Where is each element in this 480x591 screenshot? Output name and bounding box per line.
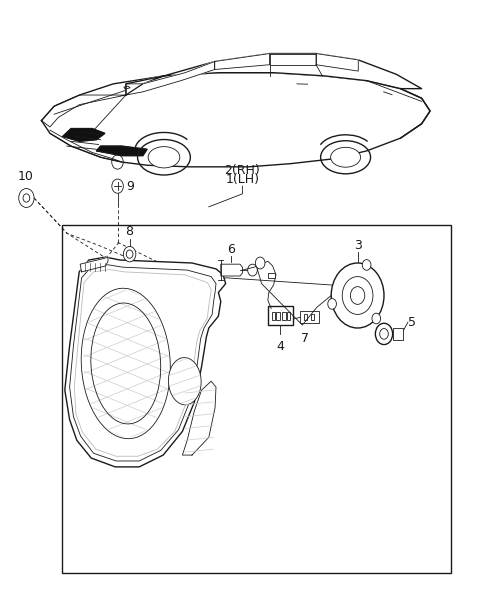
Bar <box>282 312 286 320</box>
Polygon shape <box>268 273 275 278</box>
Text: 2(RH): 2(RH) <box>225 164 260 177</box>
Bar <box>287 312 290 320</box>
Polygon shape <box>96 146 147 155</box>
Text: 5: 5 <box>408 316 416 329</box>
Circle shape <box>362 259 371 270</box>
Bar <box>272 312 275 320</box>
Polygon shape <box>182 381 216 455</box>
Ellipse shape <box>81 288 170 439</box>
Text: 6: 6 <box>228 243 235 256</box>
Polygon shape <box>62 129 105 141</box>
Text: 10: 10 <box>17 170 34 183</box>
Polygon shape <box>65 257 226 467</box>
Polygon shape <box>316 54 358 71</box>
Circle shape <box>342 277 373 314</box>
Circle shape <box>375 323 393 345</box>
Polygon shape <box>41 73 430 167</box>
Text: 9: 9 <box>126 180 134 193</box>
Polygon shape <box>126 61 215 95</box>
Bar <box>304 314 307 320</box>
Ellipse shape <box>331 147 360 167</box>
Ellipse shape <box>168 358 201 405</box>
Bar <box>311 314 314 320</box>
Circle shape <box>112 179 123 193</box>
Circle shape <box>372 313 381 324</box>
Bar <box>393 328 403 340</box>
Bar <box>276 312 280 320</box>
Polygon shape <box>80 257 108 272</box>
Circle shape <box>328 298 336 309</box>
Polygon shape <box>215 54 270 70</box>
Text: 1(LH): 1(LH) <box>226 173 259 186</box>
Polygon shape <box>270 54 316 65</box>
Text: 4: 4 <box>276 340 284 353</box>
Text: 8: 8 <box>126 225 133 238</box>
Bar <box>62 225 451 573</box>
Text: 3: 3 <box>354 239 361 252</box>
Circle shape <box>19 189 34 207</box>
Circle shape <box>331 263 384 328</box>
Circle shape <box>255 257 265 269</box>
Polygon shape <box>126 54 421 95</box>
Text: 7: 7 <box>301 332 309 345</box>
Circle shape <box>123 246 136 262</box>
Circle shape <box>248 264 257 276</box>
Ellipse shape <box>148 147 180 168</box>
Bar <box>268 306 293 325</box>
Bar <box>300 311 319 323</box>
Polygon shape <box>221 264 242 276</box>
